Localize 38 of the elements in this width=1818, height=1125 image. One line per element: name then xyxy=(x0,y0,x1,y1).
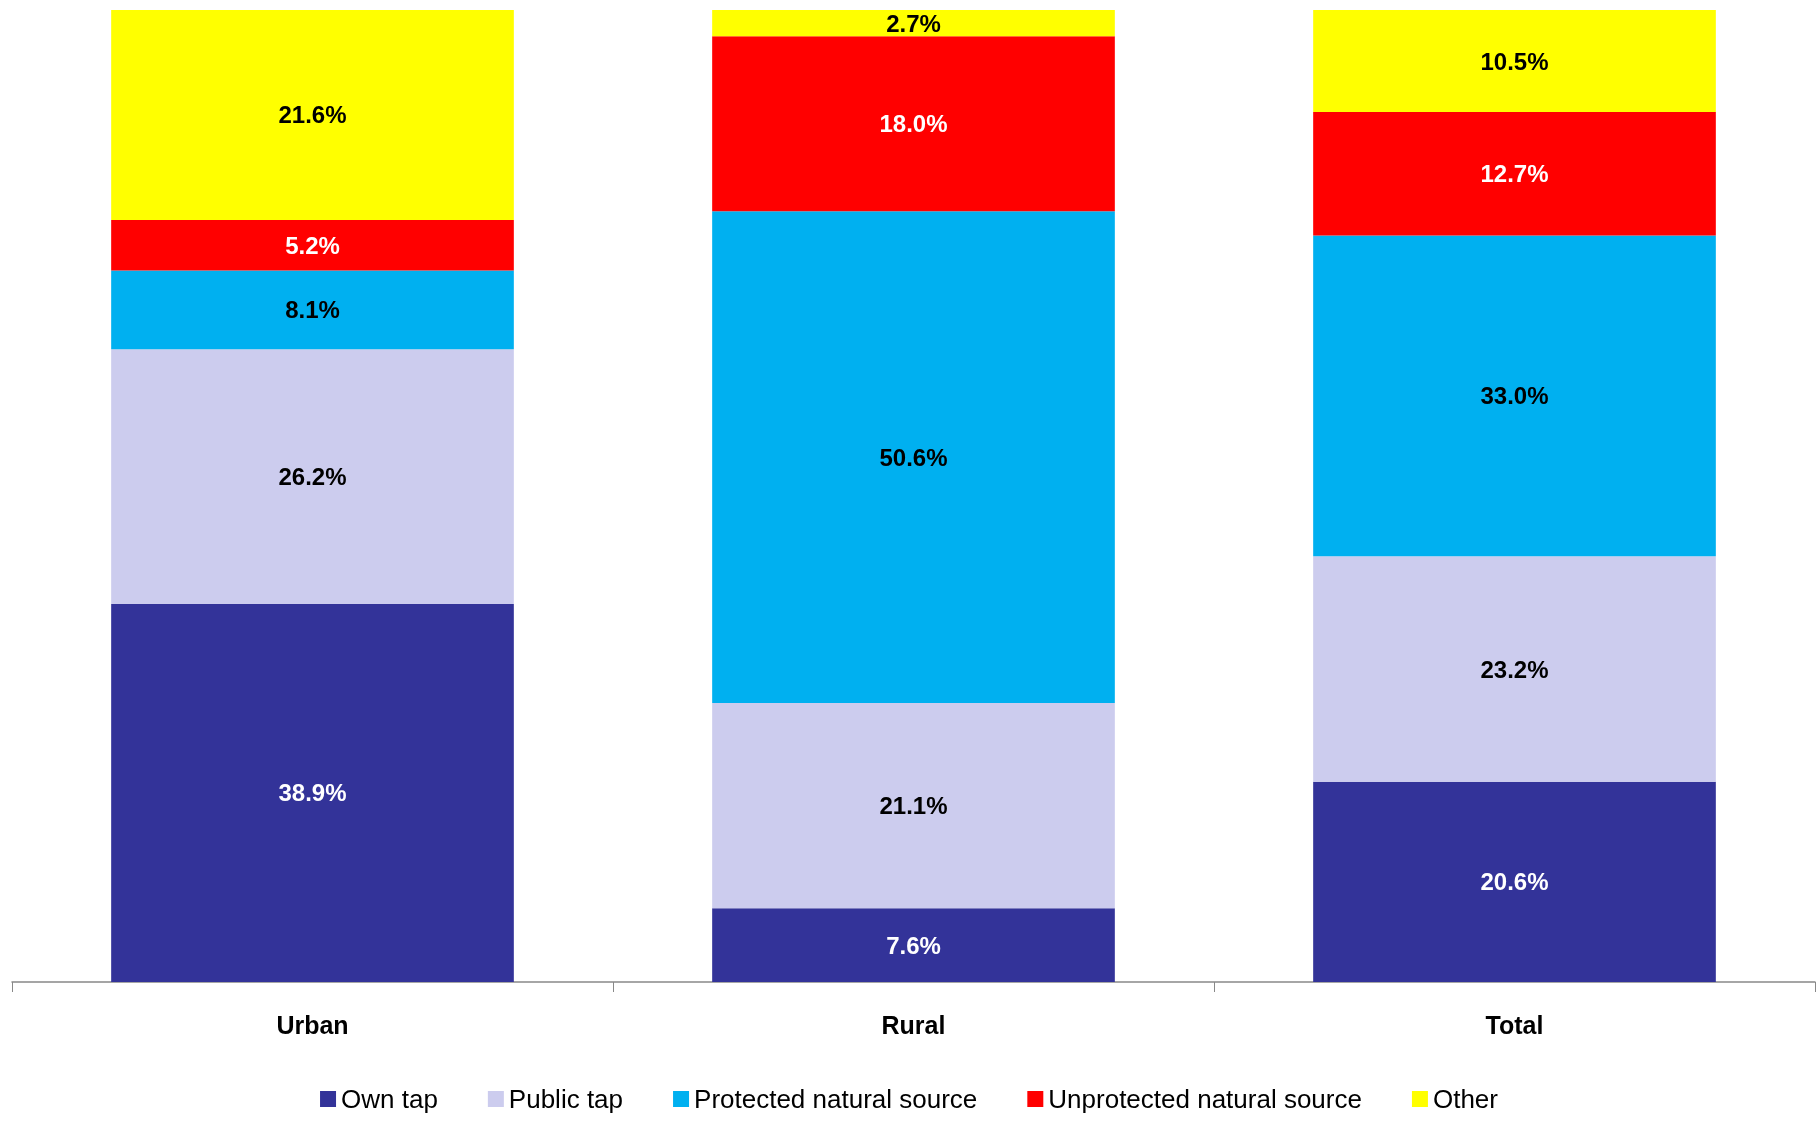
data-label: 21.1% xyxy=(879,792,948,820)
data-label: 5.2% xyxy=(285,231,340,259)
data-label: 12.7% xyxy=(1480,160,1549,188)
data-label: 10.5% xyxy=(1480,47,1549,75)
data-label: 33.0% xyxy=(1480,382,1549,410)
data-label: 38.9% xyxy=(278,779,347,807)
bar xyxy=(712,36,1115,212)
bar xyxy=(1313,781,1716,982)
data-label: 2.7% xyxy=(886,9,941,37)
bar xyxy=(712,211,1115,704)
bar xyxy=(1313,10,1716,113)
bar xyxy=(1313,112,1716,236)
data-label: 23.2% xyxy=(1480,655,1549,683)
legend-label: Public tap xyxy=(508,1084,624,1114)
data-label: 20.6% xyxy=(1480,868,1549,896)
x-tick-label: Total xyxy=(1485,1010,1544,1039)
bar xyxy=(1313,235,1716,557)
bar xyxy=(111,349,514,604)
bar xyxy=(111,10,514,220)
bar xyxy=(712,908,1115,982)
legend-label: Other xyxy=(1432,1084,1499,1114)
bar xyxy=(111,270,514,350)
data-label: 50.6% xyxy=(879,443,948,471)
bar xyxy=(712,10,1115,37)
bar xyxy=(712,703,1115,909)
bar xyxy=(111,219,514,271)
x-tick-label: Urban xyxy=(276,1010,349,1039)
legend-label: Own tap xyxy=(341,1084,438,1114)
bar xyxy=(1313,556,1716,782)
bar xyxy=(111,603,514,982)
data-label: 8.1% xyxy=(285,296,340,324)
x-tick-label: Rural xyxy=(881,1010,946,1039)
data-label: 18.0% xyxy=(879,110,948,138)
legend-label: Protected natural source xyxy=(694,1084,978,1114)
legend-label: Unprotected natural source xyxy=(1048,1084,1362,1114)
data-label: 26.2% xyxy=(278,463,347,491)
data-label: 7.6% xyxy=(886,931,941,959)
data-label: 21.6% xyxy=(278,101,347,129)
